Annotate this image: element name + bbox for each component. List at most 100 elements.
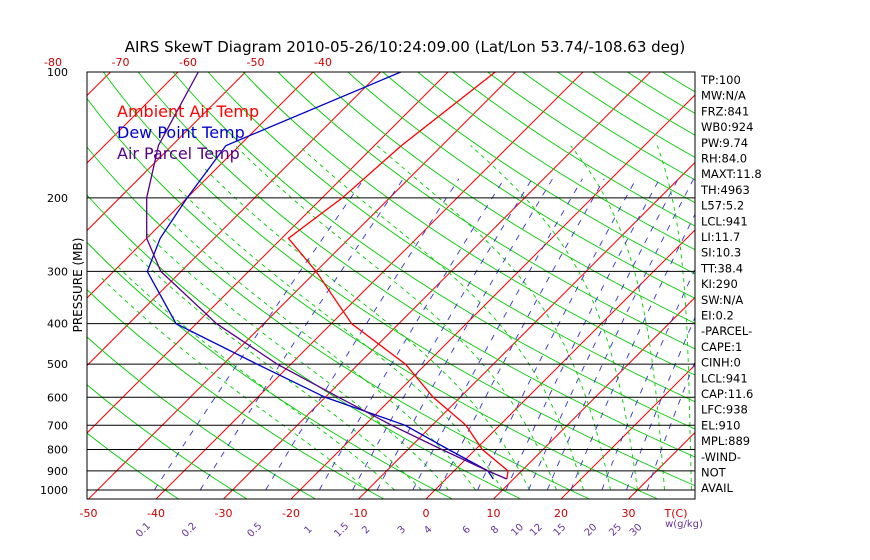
dry-adiabat-line [277, 72, 695, 350]
moist-adiabat-line [234, 145, 557, 491]
index-label: FRZ:841 [701, 104, 749, 118]
bottom-temp-tick-label: -30 [215, 507, 233, 520]
index-label: KI:290 [701, 277, 738, 291]
pressure-tick-label: 700 [47, 419, 68, 432]
dry-adiabat-line [486, 72, 695, 204]
bottom-temp-tick-label: -20 [282, 507, 300, 520]
legend: Ambient Air Temp Dew Point Temp Air Parcel… [117, 102, 259, 163]
mixing-ratio-line [412, 178, 583, 491]
pressure-tick-label: 1000 [40, 484, 68, 497]
moist-adiabat-line [204, 167, 530, 491]
legend-entry: Dew Point Temp [117, 123, 245, 142]
index-label: TH:4963 [700, 183, 750, 197]
bottom-temp-tick-label: 20 [554, 507, 568, 520]
mixing-ratio-tick-label: 25 [607, 522, 624, 539]
index-label: LCL:941 [701, 214, 748, 228]
isotherm-line [87, 72, 247, 232]
index-label: CAPE:1 [701, 340, 742, 354]
dry-adiabat-line [862, 67, 870, 499]
dry-adiabat-line [828, 67, 870, 499]
legend-entry: Air Parcel Temp [117, 144, 240, 163]
index-label: NOT [701, 466, 727, 480]
index-label: EL:910 [701, 418, 741, 432]
mixing-ratio-tick-label: 12 [528, 522, 545, 539]
profile-ambient-air-temp [287, 72, 509, 480]
bottom-temp-unit: T(C) [664, 507, 688, 520]
isotherm-line [560, 364, 695, 499]
isotherm-line [222, 72, 652, 499]
pressure-tick-label: 400 [47, 318, 68, 331]
isotherm-line [627, 431, 695, 499]
mixing-ratio-tick-label: 3 [396, 524, 408, 536]
index-label: EI:0.2 [701, 309, 734, 323]
top-temp-tick-label: -40 [314, 56, 332, 69]
index-label: LCL:941 [701, 371, 748, 385]
mixing-ratio-tick-label: 20 [583, 522, 600, 539]
moist-adiabat-line [164, 214, 476, 491]
dry-adiabat-line [172, 72, 695, 430]
mixing-ratio-unit: w(g/kg) [665, 519, 703, 530]
pressure-tick-label: 500 [47, 358, 68, 371]
index-label: -WIND- [701, 450, 741, 464]
index-label: LI:11.7 [701, 230, 740, 244]
mixing-ratio-tick-label: 0.1 [134, 521, 153, 540]
pressure-tick-label: 100 [47, 66, 68, 79]
mixing-ratio-tick-label: 1 [302, 524, 314, 536]
mixing-ratio-line [352, 178, 533, 491]
plot-frame [86, 71, 696, 500]
index-label: -PARCEL- [701, 324, 752, 338]
isotherm-line [0, 62, 53, 510]
bottom-temp-tick-label: -50 [80, 507, 98, 520]
moist-adiabat-line [376, 145, 611, 491]
index-label: AVAIL [701, 481, 734, 495]
dry-adiabat-line [87, 146, 590, 499]
pressure-tick-label: 300 [47, 265, 68, 278]
bottom-temp-tick-label: 10 [487, 507, 501, 520]
index-label: WB0:924 [701, 120, 753, 134]
mixing-ratio-tick-label: 15 [552, 522, 569, 539]
mixing-ratio-line [546, 178, 695, 491]
index-label: TP:100 [700, 73, 741, 87]
mixing-ratio-line [154, 178, 365, 491]
dry-adiabat-line [382, 72, 695, 275]
mixing-ratio-line [265, 178, 460, 491]
isotherm-line [290, 94, 695, 499]
mixing-ratio-line [570, 213, 695, 491]
bottom-temp-tick-label: 30 [622, 507, 636, 520]
isotherm-line [87, 72, 449, 434]
index-label: CINH:0 [701, 356, 741, 370]
dry-adiabat-line [312, 72, 695, 324]
moist-adiabat-line [178, 188, 503, 491]
isotherm-line [820, 62, 870, 510]
dry-adiabat-line [417, 72, 695, 251]
mixing-ratio-tick-label: 4 [422, 524, 434, 536]
pressure-tick-label: 800 [47, 443, 68, 456]
mixing-ratio-line [528, 178, 679, 491]
isotherm-line [87, 72, 179, 164]
dry-adiabat-line [661, 72, 695, 93]
mixing-ratio-line [199, 178, 404, 491]
bottom-temp-tick-label: 0 [423, 507, 430, 520]
dry-adiabat-line [137, 72, 695, 458]
moist-adiabat-line [570, 145, 665, 491]
chart-title: AIRS SkewT Diagram 2010-05-26/10:24:09.0… [125, 38, 686, 56]
profile-dew-point-temp [146, 72, 494, 480]
index-label: MW:N/A [701, 89, 746, 103]
moist-adiabat-line [143, 230, 449, 491]
mixing-ratio-tick-label: 2 [360, 524, 372, 536]
bottom-temp-tick-label: -40 [147, 507, 165, 520]
index-label: RH:84.0 [701, 152, 747, 166]
mixing-ratio-tick-label: 0.2 [180, 521, 199, 540]
moist-adiabat-line [100, 277, 368, 491]
dry-adiabat-line [452, 72, 695, 227]
index-label: PW:9.74 [701, 136, 748, 150]
dry-adiabat-line [207, 72, 695, 403]
dry-adiabat-line [87, 384, 248, 499]
index-label: LFC:938 [701, 403, 748, 417]
pressure-tick-label: 600 [47, 391, 68, 404]
index-label: MPL:889 [701, 434, 750, 448]
mixing-ratio-line [505, 178, 660, 491]
dry-adiabat-line [758, 67, 870, 499]
mixing-ratio-tick-label: 8 [489, 524, 501, 536]
